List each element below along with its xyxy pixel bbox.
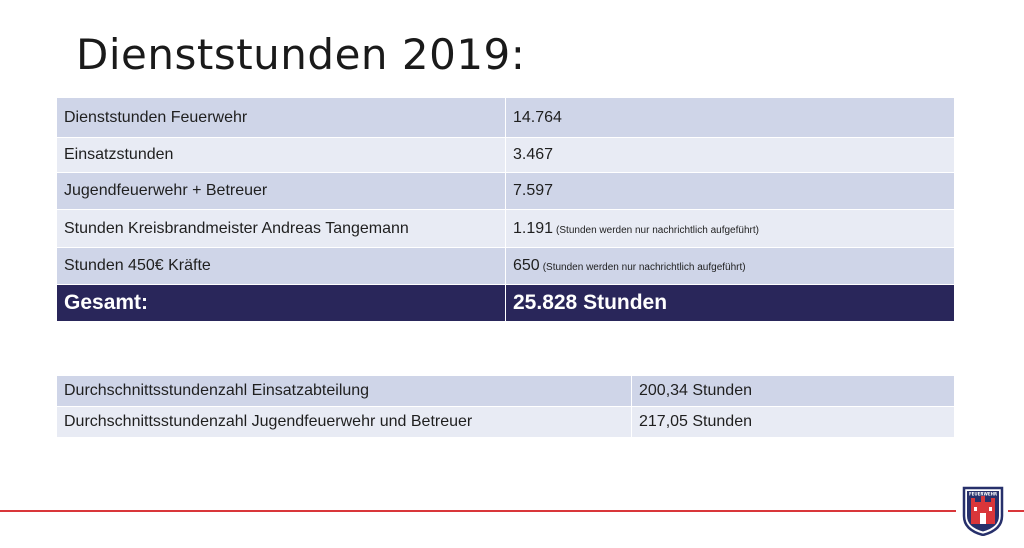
table-row: Durchschnittsstundenzahl Jugendfeuerwehr… [56,406,955,438]
total-label: Gesamt: [56,284,506,322]
average-table: Durchschnittsstundenzahl Einsatzabteilun… [56,375,955,438]
total-value: 25.828 Stunden [505,284,955,322]
row-note: (Stunden werden nur nachrichtlich aufgef… [542,262,746,273]
table-row: Dienststunden Feuerwehr 14.764 [56,97,955,138]
row-label: Jugendfeuerwehr + Betreuer [56,172,506,210]
row-label: Stunden Kreisbrandmeister Andreas Tangem… [56,209,506,248]
row-value: 7.597 [505,172,955,210]
footer-divider-right [1008,510,1024,512]
table-row: Stunden Kreisbrandmeister Andreas Tangem… [56,209,955,248]
row-value: 217,05 Stunden [631,406,955,438]
total-row: Gesamt: 25.828 Stunden [56,284,955,322]
row-value: 650 (Stunden werden nur nachrichtlich auf… [505,247,955,285]
row-label: Durchschnittsstundenzahl Einsatzabteilun… [56,375,632,407]
row-note: (Stunden werden nur nachrichtlich aufgef… [556,224,759,236]
svg-text:FEUERWEHR: FEUERWEHR [969,492,997,497]
table-row: Einsatzstunden 3.467 [56,137,955,173]
row-value: 3.467 [505,137,955,173]
row-label: Dienststunden Feuerwehr [56,97,506,138]
table-row: Durchschnittsstundenzahl Einsatzabteilun… [56,375,955,407]
row-value: 14.764 [505,97,955,138]
slide-title: Dienststunden 2019: [76,30,526,79]
row-value: 200,34 Stunden [631,375,955,407]
row-label: Durchschnittsstundenzahl Jugendfeuerwehr… [56,406,632,438]
row-label: Stunden 450€ Kräfte [56,247,506,285]
row-label: Einsatzstunden [56,137,506,173]
table-row: Stunden 450€ Kräfte 650 (Stunden werden n… [56,247,955,285]
fire-brigade-crest-icon: FEUERWEHR [962,486,1004,536]
hours-table: Dienststunden Feuerwehr 14.764 Einsatzst… [56,97,955,322]
table-row: Jugendfeuerwehr + Betreuer 7.597 [56,172,955,210]
footer-divider [0,510,956,512]
row-value: 1.191 (Stunden werden nur nachrichtlich a… [505,209,955,248]
